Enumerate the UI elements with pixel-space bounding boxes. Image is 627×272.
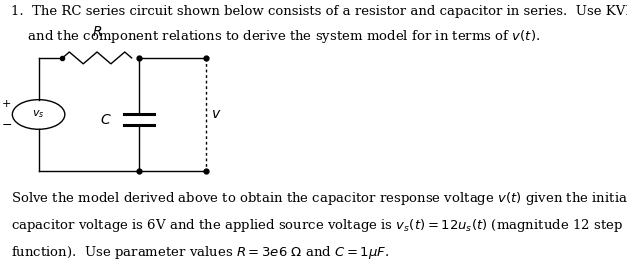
Text: function).  Use parameter values $R = 3e6\ \Omega$ and $C = 1\mu F$.: function). Use parameter values $R = 3e6… [11, 244, 389, 261]
Text: capacitor voltage is 6V and the applied source voltage is $v_s(t) = 12u_s(t)$ (m: capacitor voltage is 6V and the applied … [11, 217, 623, 234]
Text: −: − [1, 119, 12, 132]
Text: $C$: $C$ [100, 113, 112, 127]
Text: 1.  The RC series circuit shown below consists of a resistor and capacitor in se: 1. The RC series circuit shown below con… [11, 5, 627, 18]
Text: $R$: $R$ [92, 25, 102, 39]
Text: $v_s$: $v_s$ [33, 109, 45, 120]
Text: +: + [2, 99, 11, 109]
Text: and the component relations to derive the system model for in terms of $v(t)$.: and the component relations to derive th… [11, 28, 540, 45]
Text: Solve the model derived above to obtain the capacitor response voltage $v(t)$ gi: Solve the model derived above to obtain … [11, 190, 627, 207]
Text: $v$: $v$ [211, 107, 222, 122]
